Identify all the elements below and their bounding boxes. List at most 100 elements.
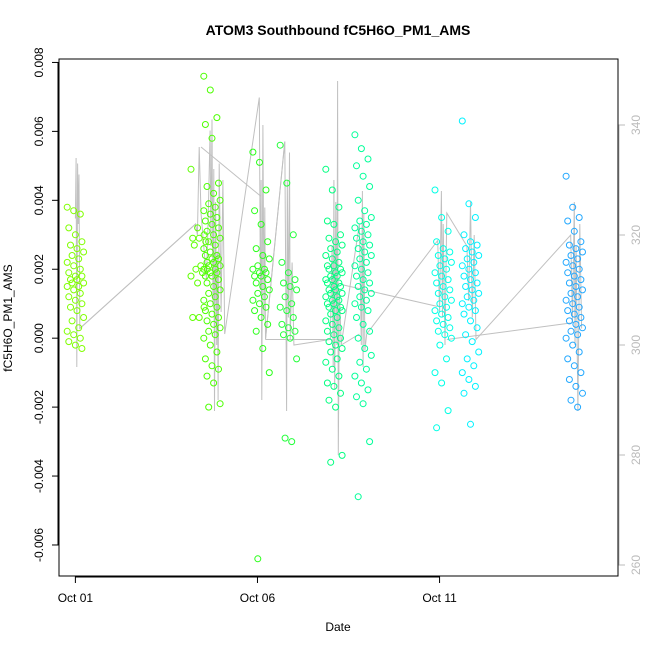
data-point [447,334,455,342]
data-point [438,379,446,387]
data-point [201,252,209,259]
data-point [332,238,340,246]
data-point [259,252,267,259]
data-point [364,307,372,315]
data-point [264,238,272,246]
y-axis-label: fC5H6O_PM1_AMS [1,264,15,371]
data-point [332,286,340,294]
data-point [323,279,331,287]
data-point [579,248,586,256]
data-point [351,372,359,380]
data-point [441,331,449,339]
data-point [205,327,213,335]
data-point [205,403,213,411]
line-series [74,80,583,456]
data-point [75,324,83,332]
data-point [208,272,216,280]
data-point [284,324,292,332]
data-point [70,262,78,270]
data-point [446,286,454,294]
data-point [359,320,367,328]
data-point [328,255,336,263]
data-point [335,296,343,304]
data-point [80,314,88,321]
data-point [567,252,575,259]
data-point [249,296,257,304]
line-connector [79,223,196,329]
data-point [65,224,73,232]
data-point [71,231,79,239]
data-point [65,293,73,301]
data-point [323,327,331,335]
data-point [325,338,333,346]
data-point [283,307,291,315]
data-point [210,189,218,197]
data-point [462,331,470,339]
data-point [338,269,346,277]
data-point [203,317,211,325]
data-point [562,334,570,342]
data-point [569,300,577,308]
data-point [443,303,450,311]
data-point [333,314,341,321]
data-point [565,317,573,325]
data-point [441,293,449,301]
data-point [446,324,454,332]
data-point [190,241,198,249]
data-point [337,389,344,397]
data-point [570,227,578,235]
y-tick-label: 0.002 [32,254,46,284]
data-point [565,241,573,249]
data-point [471,214,479,221]
data-point [200,265,208,273]
data-point [438,310,446,318]
data-point [335,203,343,211]
data-point [436,262,444,270]
data-point [208,134,216,142]
chart-title: ATOM3 Southbound fC5H6O_PM1_AMS [206,22,471,38]
data-point [458,369,466,377]
data-point [463,293,471,301]
data-point [567,289,575,297]
data-point [471,382,479,390]
data-point [575,214,583,221]
data-point [569,262,577,270]
data-point [203,183,211,190]
data-point [187,272,195,280]
data-point [215,314,222,321]
data-point [366,279,374,287]
data-point [354,245,362,253]
data-point [213,269,221,277]
data-point [458,117,466,125]
data-point [262,303,270,311]
data-point [286,334,294,342]
data-point [276,141,284,149]
data-point [206,248,214,256]
data-point [473,324,481,332]
data-point [68,317,76,325]
data-point [262,269,270,277]
data-point [565,376,573,383]
data-point [322,165,330,173]
data-point [201,307,209,315]
data-point [462,245,470,253]
data-point [264,320,272,328]
data-point [467,238,474,246]
data-point [330,382,338,390]
data-point [475,289,483,297]
y-tick-label: 0.008 [32,47,46,77]
y2-tick-label: 280 [629,445,643,465]
data-point [562,296,570,304]
data-point [216,286,224,294]
y-tick-label: -0.006 [32,528,46,562]
data-point [351,262,359,270]
y-tick-label: 0.000 [32,323,46,353]
data-point [354,283,362,290]
data-point [288,438,296,446]
data-point [201,355,209,363]
data-point [475,348,483,356]
data-point [210,283,218,290]
data-point [335,324,343,332]
data-point [208,362,216,370]
data-point [366,183,374,190]
